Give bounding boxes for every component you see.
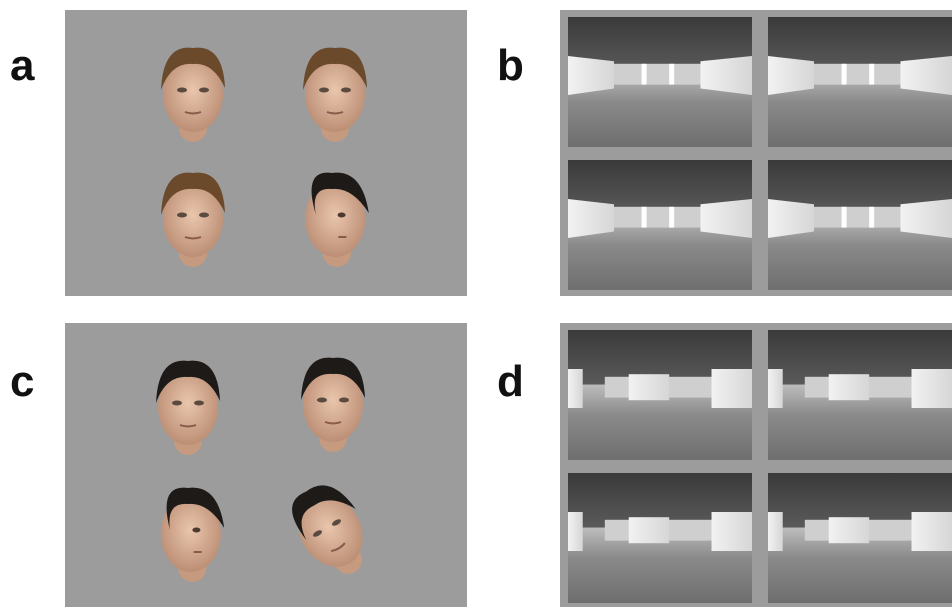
panel-label: c [10,357,34,406]
panel-background [65,323,467,607]
eye [177,213,187,218]
room-image [568,17,752,147]
panel-a [65,10,467,296]
wall [700,56,752,95]
room-image [568,330,752,460]
corridor [605,207,715,228]
pillar [842,207,847,228]
pillar [669,207,674,228]
eye [192,528,200,533]
wall [900,56,952,95]
corridor [805,207,915,228]
room-image [768,330,952,460]
pillar [869,64,874,85]
wall [768,369,783,408]
eye [199,213,209,218]
wall [568,369,583,408]
room-image [768,17,952,147]
wall [712,512,752,551]
panel-label: a [10,41,35,90]
eye [341,88,351,93]
wall [912,369,952,408]
eye [177,88,187,93]
wall [912,512,952,551]
pillar [842,64,847,85]
corridor [605,64,715,85]
wall [829,517,869,543]
eye [319,88,329,93]
eye [317,398,327,403]
wall [900,199,952,238]
corridor [805,64,915,85]
pillar [642,64,647,85]
wall [629,374,669,400]
eye [338,213,346,218]
wall [768,199,814,238]
eye [194,401,204,406]
wall [829,374,869,400]
panel-background [65,10,467,296]
eye [172,401,182,406]
wall [768,512,783,551]
wall [712,369,752,408]
wall [568,199,614,238]
room-image [568,473,752,603]
wall [768,56,814,95]
pillar [642,207,647,228]
pillar [869,207,874,228]
panel-label: d [497,357,524,406]
room-image [768,473,952,603]
panel-label: b [497,41,524,90]
room-image [768,160,952,290]
panel-c [65,323,467,607]
eye [199,88,209,93]
pillar [669,64,674,85]
wall [700,199,752,238]
wall [629,517,669,543]
room-image [568,160,752,290]
eye [339,398,349,403]
wall [568,512,583,551]
wall [568,56,614,95]
figure: a b c d [0,0,952,607]
